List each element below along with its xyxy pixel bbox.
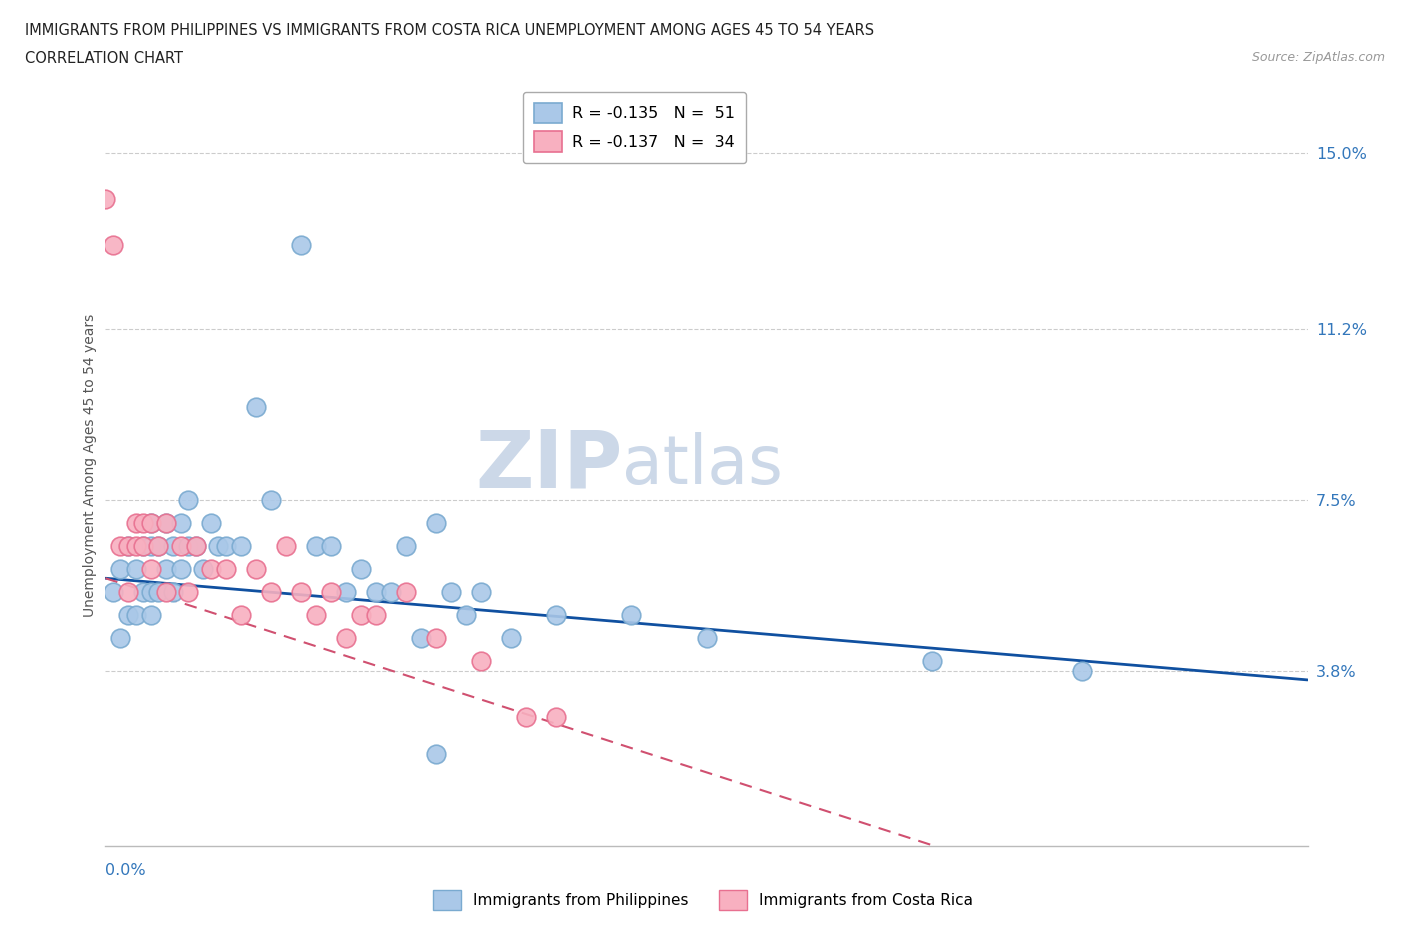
Point [139, 515, 162, 530]
Legend: R = -0.135   N =  51, R = -0.137   N =  34: R = -0.135 N = 51, R = -0.137 N = 34 [523, 92, 747, 163]
Point [146, 538, 169, 553]
Point [319, 585, 342, 600]
Point [470, 654, 492, 669]
Point [425, 747, 447, 762]
Point [290, 238, 312, 253]
Point [124, 608, 146, 623]
Point [335, 631, 357, 645]
Text: IMMIGRANTS FROM PHILIPPINES VS IMMIGRANTS FROM COSTA RICA UNEMPLOYMENT AMONG AGE: IMMIGRANTS FROM PHILIPPINES VS IMMIGRANT… [25, 23, 875, 38]
Point [139, 562, 162, 577]
Point [124, 515, 146, 530]
Point [110, 538, 132, 553]
Point [200, 515, 222, 530]
Point [335, 585, 357, 600]
Text: 0.0%: 0.0% [105, 863, 146, 878]
Point [696, 631, 718, 645]
Point [139, 585, 162, 600]
Point [146, 585, 169, 600]
Point [139, 515, 162, 530]
Point [350, 562, 373, 577]
Point [110, 562, 132, 577]
Point [305, 608, 328, 623]
Text: Source: ZipAtlas.com: Source: ZipAtlas.com [1251, 51, 1385, 64]
Point [101, 238, 124, 253]
Point [132, 515, 155, 530]
Point [501, 631, 523, 645]
Point [139, 538, 162, 553]
Point [454, 608, 477, 623]
Point [132, 538, 155, 553]
Point [364, 585, 387, 600]
Point [117, 608, 139, 623]
Point [155, 585, 177, 600]
Point [155, 515, 177, 530]
Point [124, 538, 146, 553]
Point [305, 538, 328, 553]
Point [1071, 663, 1094, 678]
Point [191, 562, 214, 577]
Point [177, 585, 200, 600]
Point [132, 538, 155, 553]
Point [546, 710, 568, 724]
Text: ZIP: ZIP [475, 426, 623, 504]
Text: atlas: atlas [623, 432, 783, 498]
Point [94, 192, 117, 206]
Point [169, 515, 191, 530]
Point [395, 585, 418, 600]
Point [117, 585, 139, 600]
Point [229, 608, 252, 623]
Point [177, 492, 200, 507]
Point [124, 562, 146, 577]
Point [162, 538, 184, 553]
Point [515, 710, 537, 724]
Point [110, 631, 132, 645]
Point [117, 538, 139, 553]
Point [177, 538, 200, 553]
Point [380, 585, 402, 600]
Point [245, 562, 267, 577]
Point [274, 538, 297, 553]
Point [169, 562, 191, 577]
Point [921, 654, 943, 669]
Text: CORRELATION CHART: CORRELATION CHART [25, 51, 183, 66]
Point [364, 608, 387, 623]
Point [229, 538, 252, 553]
Point [162, 585, 184, 600]
Point [319, 538, 342, 553]
Point [117, 538, 139, 553]
Point [101, 585, 124, 600]
Point [395, 538, 418, 553]
Point [546, 608, 568, 623]
Point [245, 400, 267, 415]
Point [139, 608, 162, 623]
Point [620, 608, 643, 623]
Point [132, 585, 155, 600]
Point [200, 562, 222, 577]
Point [409, 631, 432, 645]
Point [214, 562, 236, 577]
Point [440, 585, 463, 600]
Legend: Immigrants from Philippines, Immigrants from Costa Rica: Immigrants from Philippines, Immigrants … [426, 883, 980, 918]
Point [207, 538, 229, 553]
Point [155, 562, 177, 577]
Point [184, 538, 207, 553]
Point [425, 515, 447, 530]
Point [169, 538, 191, 553]
Point [260, 492, 283, 507]
Point [184, 538, 207, 553]
Y-axis label: Unemployment Among Ages 45 to 54 years: Unemployment Among Ages 45 to 54 years [83, 313, 97, 617]
Point [214, 538, 236, 553]
Point [146, 538, 169, 553]
Point [470, 585, 492, 600]
Point [350, 608, 373, 623]
Point [290, 585, 312, 600]
Point [260, 585, 283, 600]
Point [155, 515, 177, 530]
Point [425, 631, 447, 645]
